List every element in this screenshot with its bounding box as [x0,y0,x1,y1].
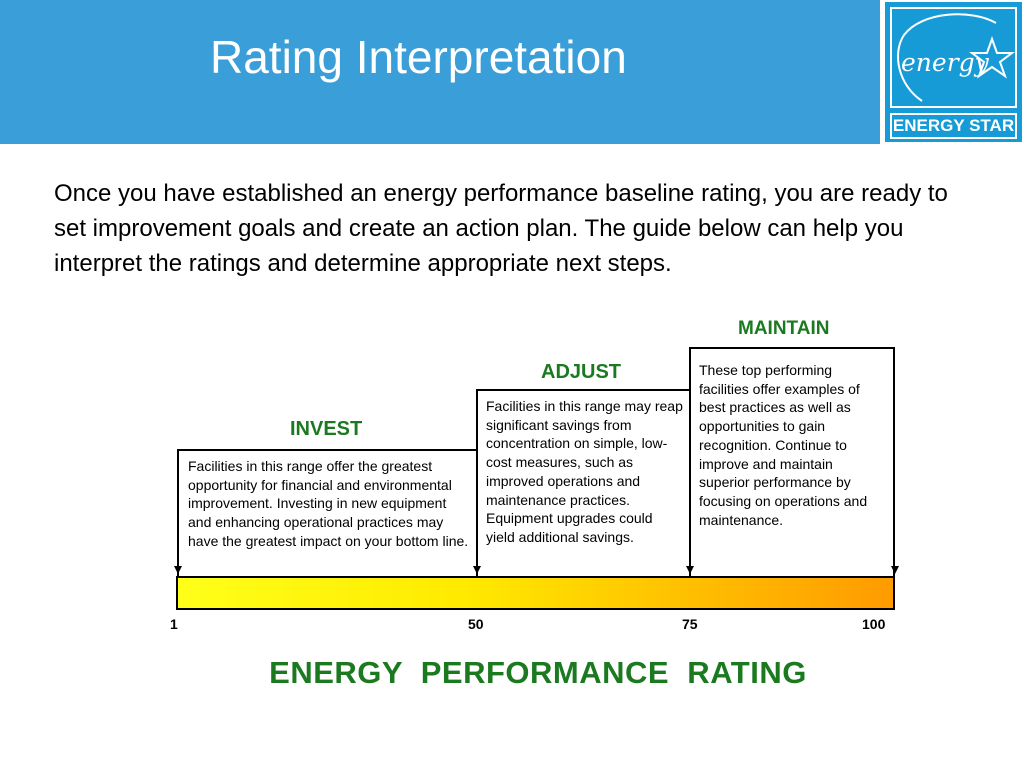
arrow-down-icon [686,566,694,574]
logo-label: ENERGY STAR [890,113,1017,139]
logo-emblem: energy [890,7,1017,108]
tier-box-adjust [476,389,691,577]
intro-paragraph: Once you have established an energy perf… [54,180,948,277]
arrow-down-icon [174,566,182,574]
tier-label-invest: INVEST [290,418,363,440]
tier-label-maintain: MAINTAIN [738,318,830,339]
tick-label-1: 1 [170,616,178,632]
logo-script-text: energy [901,48,990,77]
tick-label-75: 75 [682,616,698,632]
tier-label-adjust: ADJUST [541,361,622,383]
tier-description-adjust: Facilities in this range may reap signif… [486,398,683,545]
tier-box-maintain [689,347,895,577]
energy-star-logo: energy ENERGY STAR [882,0,1024,144]
energy-star-icon: energy [897,13,1015,102]
tick-label-100: 100 [862,616,886,632]
header-banner: Rating Interpretation [0,0,880,144]
tier-description-invest: Facilities in this range offer the great… [188,458,469,549]
arrow-down-icon [473,566,481,574]
arrow-down-icon [891,566,899,574]
tier-description-maintain: These top performing facilities offer ex… [699,362,868,528]
tick-label-50: 50 [468,616,484,632]
scale-title: ENERGY PERFORMANCE RATING [269,655,807,690]
slide-title: Rating Interpretation [210,31,627,83]
logo-background: energy ENERGY STAR [885,2,1022,142]
rating-scale-bar [176,576,895,610]
